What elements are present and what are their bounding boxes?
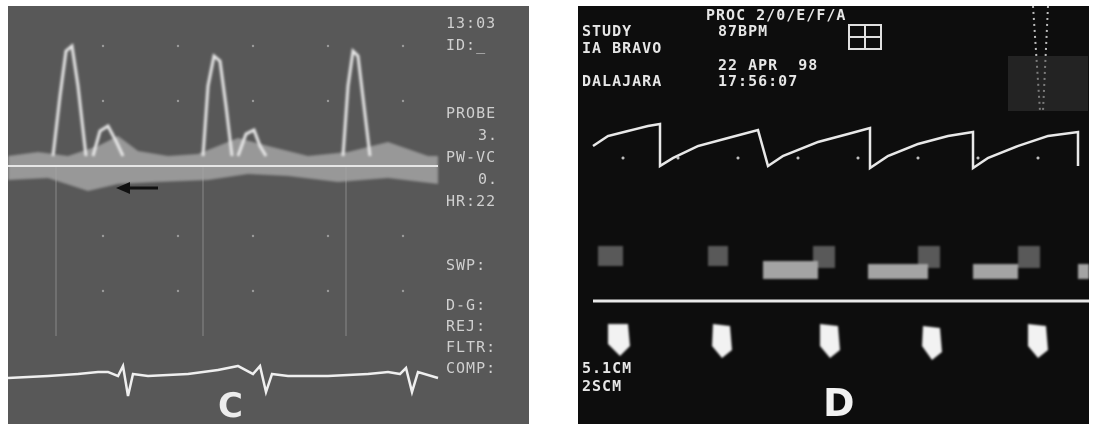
grid-dots-c — [101, 44, 405, 293]
side-label: FLTR: — [446, 338, 497, 356]
doppler-trace-d — [592, 6, 1089, 360]
ecg-trace-c — [8, 362, 439, 397]
header-line: 17:56:07 — [718, 72, 799, 90]
upper-trace-d — [592, 122, 1080, 171]
side-label: ID:_ — [446, 36, 487, 54]
doppler-panel-d: PROC 2/0/E/F/A STUDY 87BPM IA BRAVO 22 A… — [578, 6, 1089, 424]
panel-tag-d: D — [823, 381, 855, 424]
pulse-signals-d — [608, 324, 1048, 360]
side-label: 3. — [478, 126, 499, 144]
side-label: D-G: — [446, 296, 487, 314]
layout-grid-icon — [848, 24, 882, 50]
side-label: PW-VC — [446, 148, 497, 166]
side-label: 0. — [478, 170, 499, 188]
depth-label: 2SCM — [582, 377, 623, 395]
side-label: REJ: — [446, 317, 487, 335]
side-label: HR:22 — [446, 192, 497, 210]
side-label: SWP: — [446, 256, 487, 274]
doppler-panel-c: 13:03 ID:_ PROBE 3. PW-VC 0. HR:22 SWP: … — [8, 6, 529, 424]
depth-label: 5.1CM — [582, 359, 633, 377]
panel-tag-c: C — [218, 386, 243, 424]
header-line: DALAJARA — [582, 72, 663, 90]
header-line: STUDY — [582, 22, 633, 40]
flow-signal-d — [598, 246, 1089, 279]
header-line: IA BRAVO — [582, 39, 663, 57]
header-line: 87BPM — [718, 22, 769, 40]
side-label: 13:03 — [446, 14, 497, 32]
header-line: 22 APR 98 — [718, 56, 819, 74]
side-label: PROBE — [446, 104, 497, 122]
arrow-marker — [116, 182, 158, 194]
header-line: PROC 2/0/E/F/A — [706, 6, 847, 24]
side-label: COMP: — [446, 359, 497, 377]
doppler-trace-c — [8, 43, 439, 397]
baseline-band-c — [8, 136, 438, 191]
